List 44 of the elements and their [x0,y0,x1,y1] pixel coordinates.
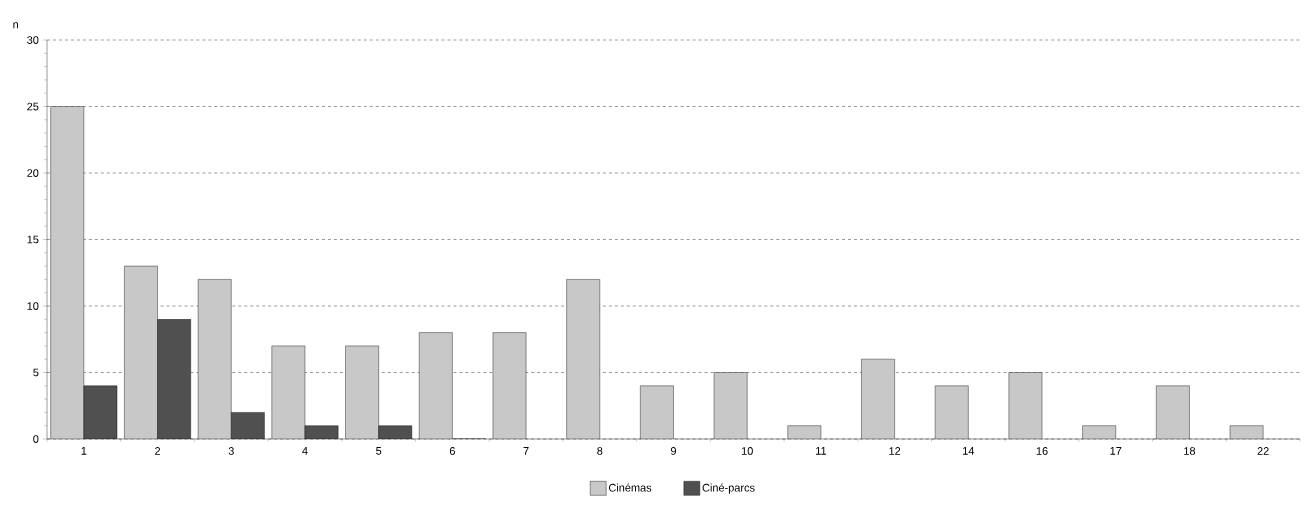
x-tick-label: 10 [741,447,753,455]
y-tick-label: 25 [27,102,39,111]
x-tick-label: 16 [1036,447,1048,455]
x-tick-label: 1 [81,447,87,455]
x-tick-label: 12 [889,447,901,455]
y-tick-label: 15 [27,235,39,244]
bar [714,372,748,439]
x-tick-label: 14 [963,447,975,455]
bar [1156,385,1190,439]
bar [1008,372,1043,439]
y-tick-label: 5 [33,368,39,377]
bar [861,359,895,439]
bar [124,266,158,439]
bar [271,345,305,439]
x-tick-label: 17 [1110,447,1122,455]
x-tick-label: 9 [670,447,677,455]
y-tick-label: 10 [27,302,39,310]
bar [345,345,379,439]
bar [566,279,600,439]
x-tick-label: 6 [449,447,455,455]
bar [935,385,969,439]
x-tick-label: 3 [228,447,234,455]
x-tick-label: 4 [302,447,308,455]
bar [640,385,674,439]
bar [198,279,232,439]
y-tick-label: 0 [33,435,39,443]
x-tick-label: 7 [523,447,529,455]
bar [231,412,265,439]
bar [492,332,527,439]
bar [419,332,453,439]
x-tick-label: 18 [1184,447,1196,455]
bar [50,106,84,439]
x-tick-label: 2 [155,447,161,455]
legend-label: Cinémas [608,483,652,492]
x-tick-label: 11 [816,447,827,455]
y-tick-label: 20 [27,169,39,177]
x-tick-label: 22 [1257,447,1269,455]
y-axis-title: n [13,22,19,29]
y-tick-label: 30 [27,36,39,44]
bar [157,319,191,439]
x-tick-label: 5 [376,447,382,455]
legend-label: Ciné-parcs [702,483,755,494]
x-tick-label: 8 [597,447,603,455]
bar [83,385,118,439]
